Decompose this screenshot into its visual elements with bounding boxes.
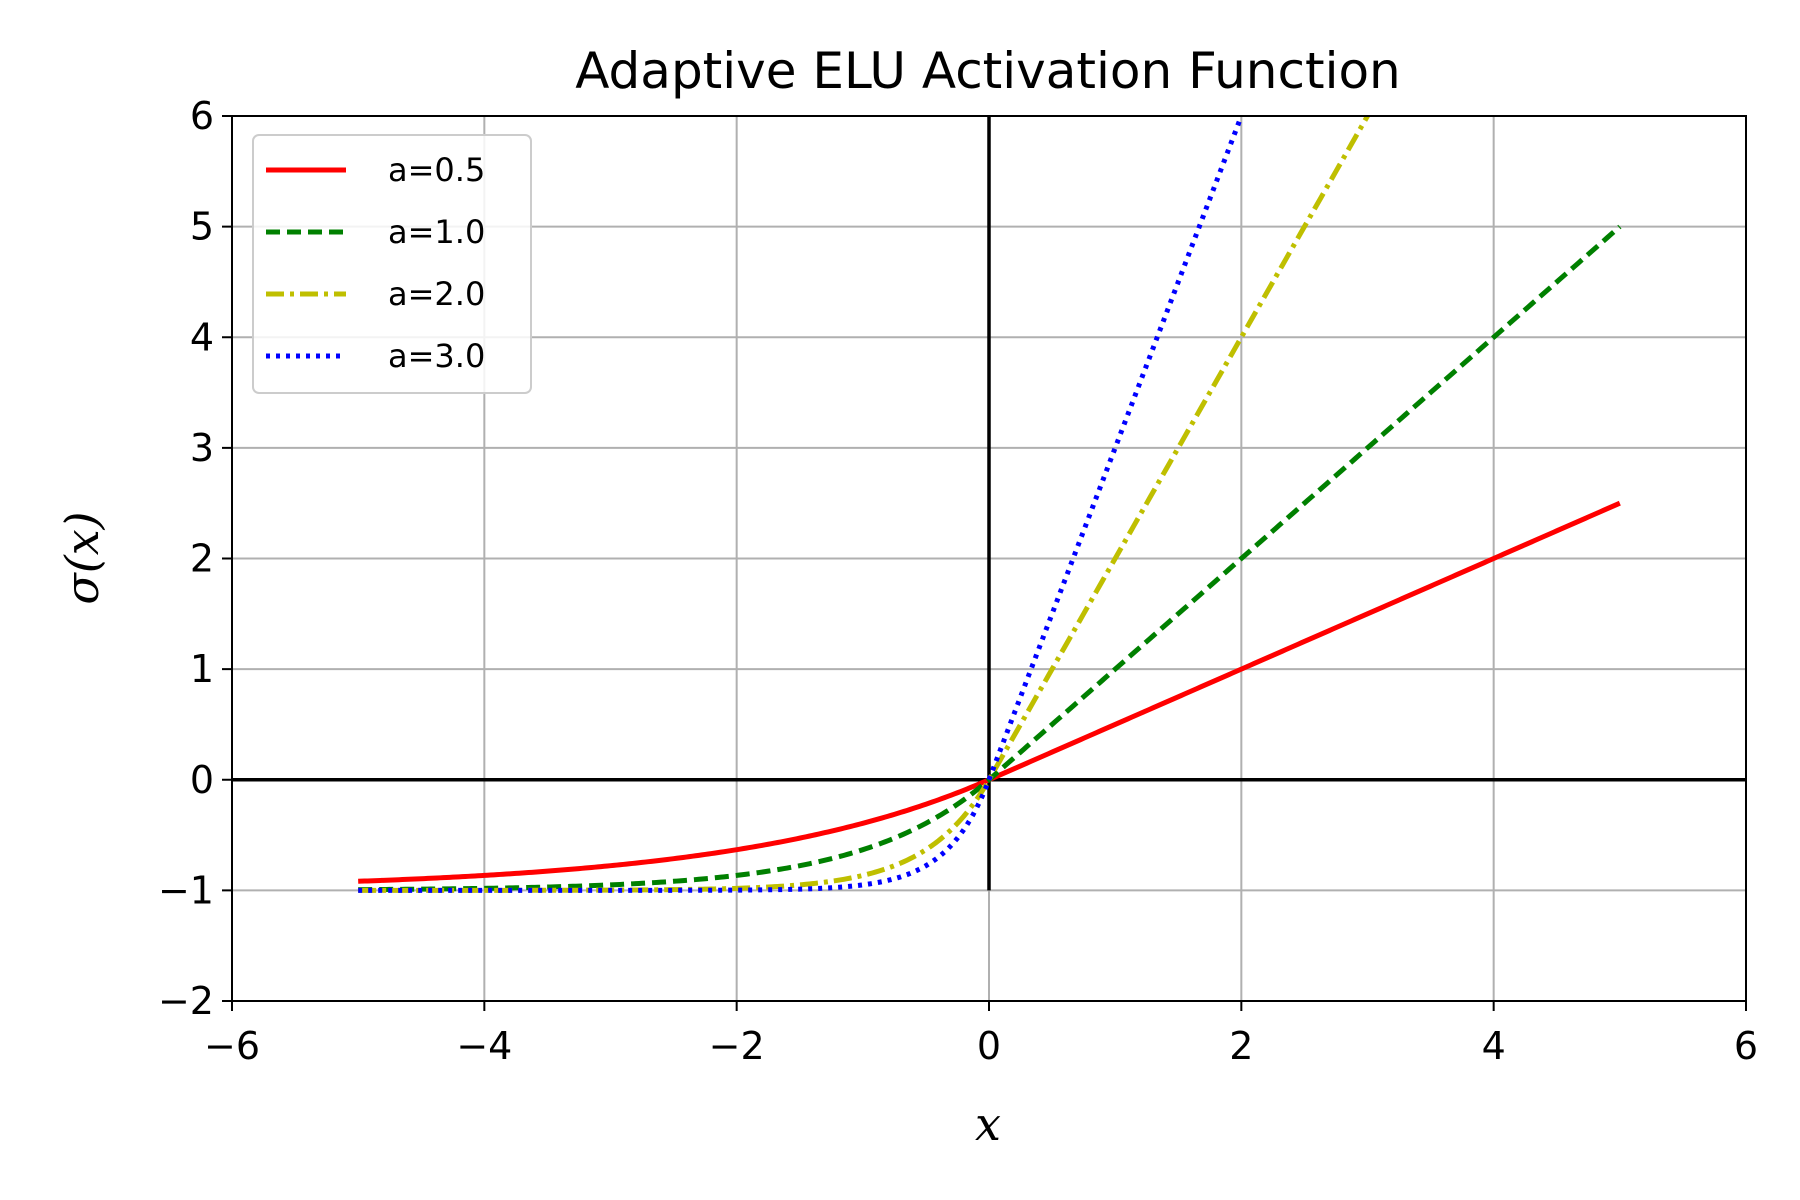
y-tick-label: 6 [190, 94, 214, 138]
x-tick-label: 4 [1482, 1024, 1506, 1068]
x-ticks: −6 −4 −2 0 2 4 6 [204, 1001, 1758, 1068]
y-ticks: −2 −1 0 1 2 3 4 5 6 [158, 94, 232, 1023]
y-tick-label: 0 [190, 758, 214, 802]
y-tick-label: 3 [190, 426, 214, 470]
x-tick-label: −4 [456, 1024, 512, 1068]
y-tick-label: 2 [190, 537, 214, 581]
x-tick-label: 2 [1229, 1024, 1253, 1068]
y-tick-label: 1 [190, 647, 214, 691]
x-axis-label: x [975, 1097, 1001, 1151]
x-tick-label: 6 [1734, 1024, 1758, 1068]
series-line-a=1.0 [358, 224, 1622, 893]
series-line-a=3.0 [358, 116, 1245, 893]
y-tick-label: 4 [190, 315, 214, 359]
legend-label: a=1.0 [388, 213, 485, 251]
legend-label: a=3.0 [388, 337, 485, 375]
y-axis-label: σ(x) [55, 511, 109, 604]
legend-label: a=2.0 [388, 275, 485, 313]
x-tick-label: −2 [709, 1024, 765, 1068]
x-tick-label: 0 [977, 1024, 1001, 1068]
y-tick-label: −2 [158, 979, 214, 1023]
chart-title: Adaptive ELU Activation Function [575, 42, 1401, 100]
legend-box [252, 134, 532, 394]
x-tick-label: −6 [204, 1024, 260, 1068]
legend: a=0.5 a=1.0 a=2.0 a=3.0 [252, 134, 532, 394]
series-lines [358, 116, 1622, 893]
legend-label: a=0.5 [388, 151, 485, 189]
y-tick-label: 5 [190, 205, 214, 249]
y-tick-label: −1 [158, 868, 214, 912]
